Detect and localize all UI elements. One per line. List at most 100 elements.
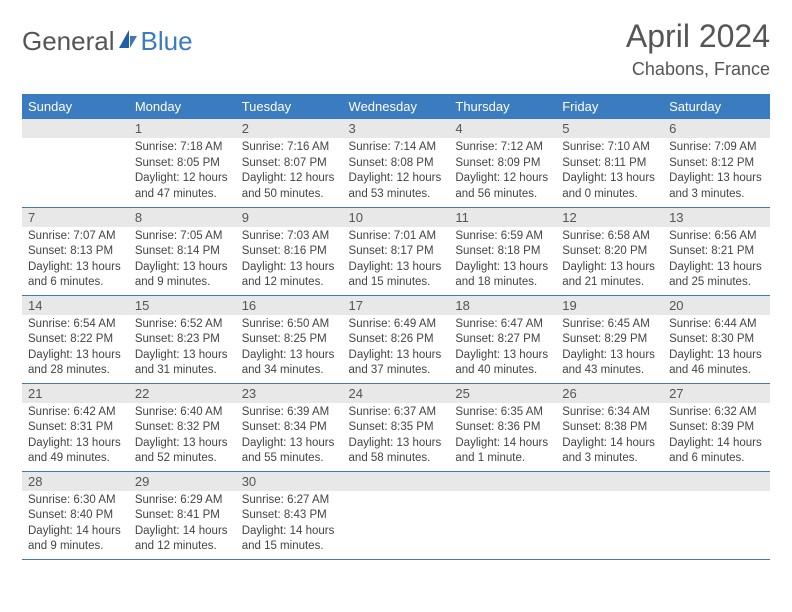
day-number: 29 xyxy=(129,472,236,491)
sunrise-label: Sunrise: 7:10 AM xyxy=(562,140,657,156)
daylight-label-1: Daylight: 13 hours xyxy=(349,260,444,276)
sunrise-label: Sunrise: 7:01 AM xyxy=(349,229,444,245)
sunset-label: Sunset: 8:09 PM xyxy=(455,156,550,172)
calendar-cell: 14Sunrise: 6:54 AMSunset: 8:22 PMDayligh… xyxy=(22,295,129,383)
calendar-cell: 19Sunrise: 6:45 AMSunset: 8:29 PMDayligh… xyxy=(556,295,663,383)
day-details: Sunrise: 6:37 AMSunset: 8:35 PMDaylight:… xyxy=(343,403,450,471)
sunset-label: Sunset: 8:29 PM xyxy=(562,332,657,348)
calendar-cell: 13Sunrise: 6:56 AMSunset: 8:21 PMDayligh… xyxy=(663,207,770,295)
sunset-label: Sunset: 8:34 PM xyxy=(242,420,337,436)
daylight-label-2: and 47 minutes. xyxy=(135,187,230,203)
daylight-label-2: and 9 minutes. xyxy=(135,275,230,291)
calendar-cell: 3Sunrise: 7:14 AMSunset: 8:08 PMDaylight… xyxy=(343,119,450,207)
calendar-cell: 26Sunrise: 6:34 AMSunset: 8:38 PMDayligh… xyxy=(556,383,663,471)
calendar-cell: 9 Sunrise: 7:03 AMSunset: 8:16 PMDaylight… xyxy=(236,207,343,295)
calendar-cell: 22Sunrise: 6:40 AMSunset: 8:32 PMDayligh… xyxy=(129,383,236,471)
daylight-label-1: Daylight: 13 hours xyxy=(669,171,764,187)
sunset-label: Sunset: 8:39 PM xyxy=(669,420,764,436)
calendar-cell: 25Sunrise: 6:35 AMSunset: 8:36 PMDayligh… xyxy=(449,383,556,471)
daylight-label-1: Daylight: 13 hours xyxy=(242,348,337,364)
day-number: 28 xyxy=(22,472,129,491)
daylight-label-1: Daylight: 13 hours xyxy=(562,260,657,276)
daylight-label-2: and 15 minutes. xyxy=(242,539,337,555)
day-details: Sunrise: 7:18 AMSunset: 8:05 PMDaylight:… xyxy=(129,138,236,206)
day-details: Sunrise: 6:59 AMSunset: 8:18 PMDaylight:… xyxy=(449,227,556,295)
daylight-label-2: and 15 minutes. xyxy=(349,275,444,291)
calendar-cell: 23Sunrise: 6:39 AMSunset: 8:34 PMDayligh… xyxy=(236,383,343,471)
brand-text-blue: Blue xyxy=(141,26,193,57)
day-details: Sunrise: 6:44 AMSunset: 8:30 PMDaylight:… xyxy=(663,315,770,383)
brand-sail-icon xyxy=(117,28,139,55)
calendar-cell: 1Sunrise: 7:18 AMSunset: 8:05 PMDaylight… xyxy=(129,119,236,207)
day-header: Monday xyxy=(129,94,236,119)
day-number: 18 xyxy=(449,296,556,315)
day-details: Sunrise: 6:45 AMSunset: 8:29 PMDaylight:… xyxy=(556,315,663,383)
sunrise-label: Sunrise: 6:50 AM xyxy=(242,317,337,333)
daylight-label-2: and 40 minutes. xyxy=(455,363,550,379)
daylight-label-2: and 21 minutes. xyxy=(562,275,657,291)
daylight-label-2: and 6 minutes. xyxy=(28,275,123,291)
sunset-label: Sunset: 8:18 PM xyxy=(455,244,550,260)
sunrise-label: Sunrise: 7:16 AM xyxy=(242,140,337,156)
day-details: Sunrise: 6:56 AMSunset: 8:21 PMDaylight:… xyxy=(663,227,770,295)
day-number: 7 xyxy=(22,208,129,227)
calendar-week-row: 1Sunrise: 7:18 AMSunset: 8:05 PMDaylight… xyxy=(22,119,770,207)
sunrise-label: Sunrise: 6:44 AM xyxy=(669,317,764,333)
day-details: Sunrise: 7:14 AMSunset: 8:08 PMDaylight:… xyxy=(343,138,450,206)
sunset-label: Sunset: 8:12 PM xyxy=(669,156,764,172)
calendar-cell: 12Sunrise: 6:58 AMSunset: 8:20 PMDayligh… xyxy=(556,207,663,295)
daylight-label-2: and 9 minutes. xyxy=(28,539,123,555)
day-number: 23 xyxy=(236,384,343,403)
sunrise-label: Sunrise: 6:40 AM xyxy=(135,405,230,421)
sunrise-label: Sunrise: 7:05 AM xyxy=(135,229,230,245)
daylight-label-1: Daylight: 13 hours xyxy=(455,348,550,364)
daylight-label-2: and 55 minutes. xyxy=(242,451,337,467)
title-block: April 2024 Chabons, France xyxy=(626,18,770,80)
calendar-cell: 10Sunrise: 7:01 AMSunset: 8:17 PMDayligh… xyxy=(343,207,450,295)
calendar-cell: 30Sunrise: 6:27 AMSunset: 8:43 PMDayligh… xyxy=(236,471,343,559)
day-number: 15 xyxy=(129,296,236,315)
day-number: 21 xyxy=(22,384,129,403)
daylight-label-2: and 3 minutes. xyxy=(562,451,657,467)
day-details: Sunrise: 6:52 AMSunset: 8:23 PMDaylight:… xyxy=(129,315,236,383)
daylight-label-2: and 46 minutes. xyxy=(669,363,764,379)
day-details: Sunrise: 6:49 AMSunset: 8:26 PMDaylight:… xyxy=(343,315,450,383)
day-number-row xyxy=(556,472,663,491)
calendar-cell xyxy=(556,471,663,559)
daylight-label-1: Daylight: 12 hours xyxy=(242,171,337,187)
sunset-label: Sunset: 8:16 PM xyxy=(242,244,337,260)
day-details: Sunrise: 6:58 AMSunset: 8:20 PMDaylight:… xyxy=(556,227,663,295)
daylight-label-1: Daylight: 13 hours xyxy=(349,436,444,452)
sunset-label: Sunset: 8:27 PM xyxy=(455,332,550,348)
sunrise-label: Sunrise: 6:30 AM xyxy=(28,493,123,509)
calendar-cell: 2Sunrise: 7:16 AMSunset: 8:07 PMDaylight… xyxy=(236,119,343,207)
day-number: 12 xyxy=(556,208,663,227)
sunset-label: Sunset: 8:35 PM xyxy=(349,420,444,436)
daylight-label-1: Daylight: 13 hours xyxy=(455,260,550,276)
day-details: Sunrise: 6:30 AMSunset: 8:40 PMDaylight:… xyxy=(22,491,129,559)
day-number: 9 xyxy=(236,208,343,227)
sunrise-label: Sunrise: 6:37 AM xyxy=(349,405,444,421)
daylight-label-1: Daylight: 13 hours xyxy=(135,436,230,452)
day-number: 3 xyxy=(343,119,450,138)
day-number: 1 xyxy=(129,119,236,138)
day-header: Saturday xyxy=(663,94,770,119)
day-details: Sunrise: 6:50 AMSunset: 8:25 PMDaylight:… xyxy=(236,315,343,383)
sunrise-label: Sunrise: 6:32 AM xyxy=(669,405,764,421)
daylight-label-1: Daylight: 13 hours xyxy=(242,436,337,452)
location-label: Chabons, France xyxy=(626,59,770,80)
daylight-label-2: and 31 minutes. xyxy=(135,363,230,379)
sunset-label: Sunset: 8:13 PM xyxy=(28,244,123,260)
day-number: 25 xyxy=(449,384,556,403)
sunset-label: Sunset: 8:31 PM xyxy=(28,420,123,436)
daylight-label-1: Daylight: 13 hours xyxy=(28,260,123,276)
sunrise-label: Sunrise: 7:03 AM xyxy=(242,229,337,245)
daylight-label-1: Daylight: 13 hours xyxy=(669,260,764,276)
sunrise-label: Sunrise: 6:45 AM xyxy=(562,317,657,333)
daylight-label-1: Daylight: 12 hours xyxy=(135,171,230,187)
daylight-label-1: Daylight: 13 hours xyxy=(242,260,337,276)
calendar-page: General Blue April 2024 Chabons, France … xyxy=(0,0,792,560)
day-details: Sunrise: 7:12 AMSunset: 8:09 PMDaylight:… xyxy=(449,138,556,206)
calendar-week-row: 21Sunrise: 6:42 AMSunset: 8:31 PMDayligh… xyxy=(22,383,770,471)
daylight-label-1: Daylight: 14 hours xyxy=(135,524,230,540)
